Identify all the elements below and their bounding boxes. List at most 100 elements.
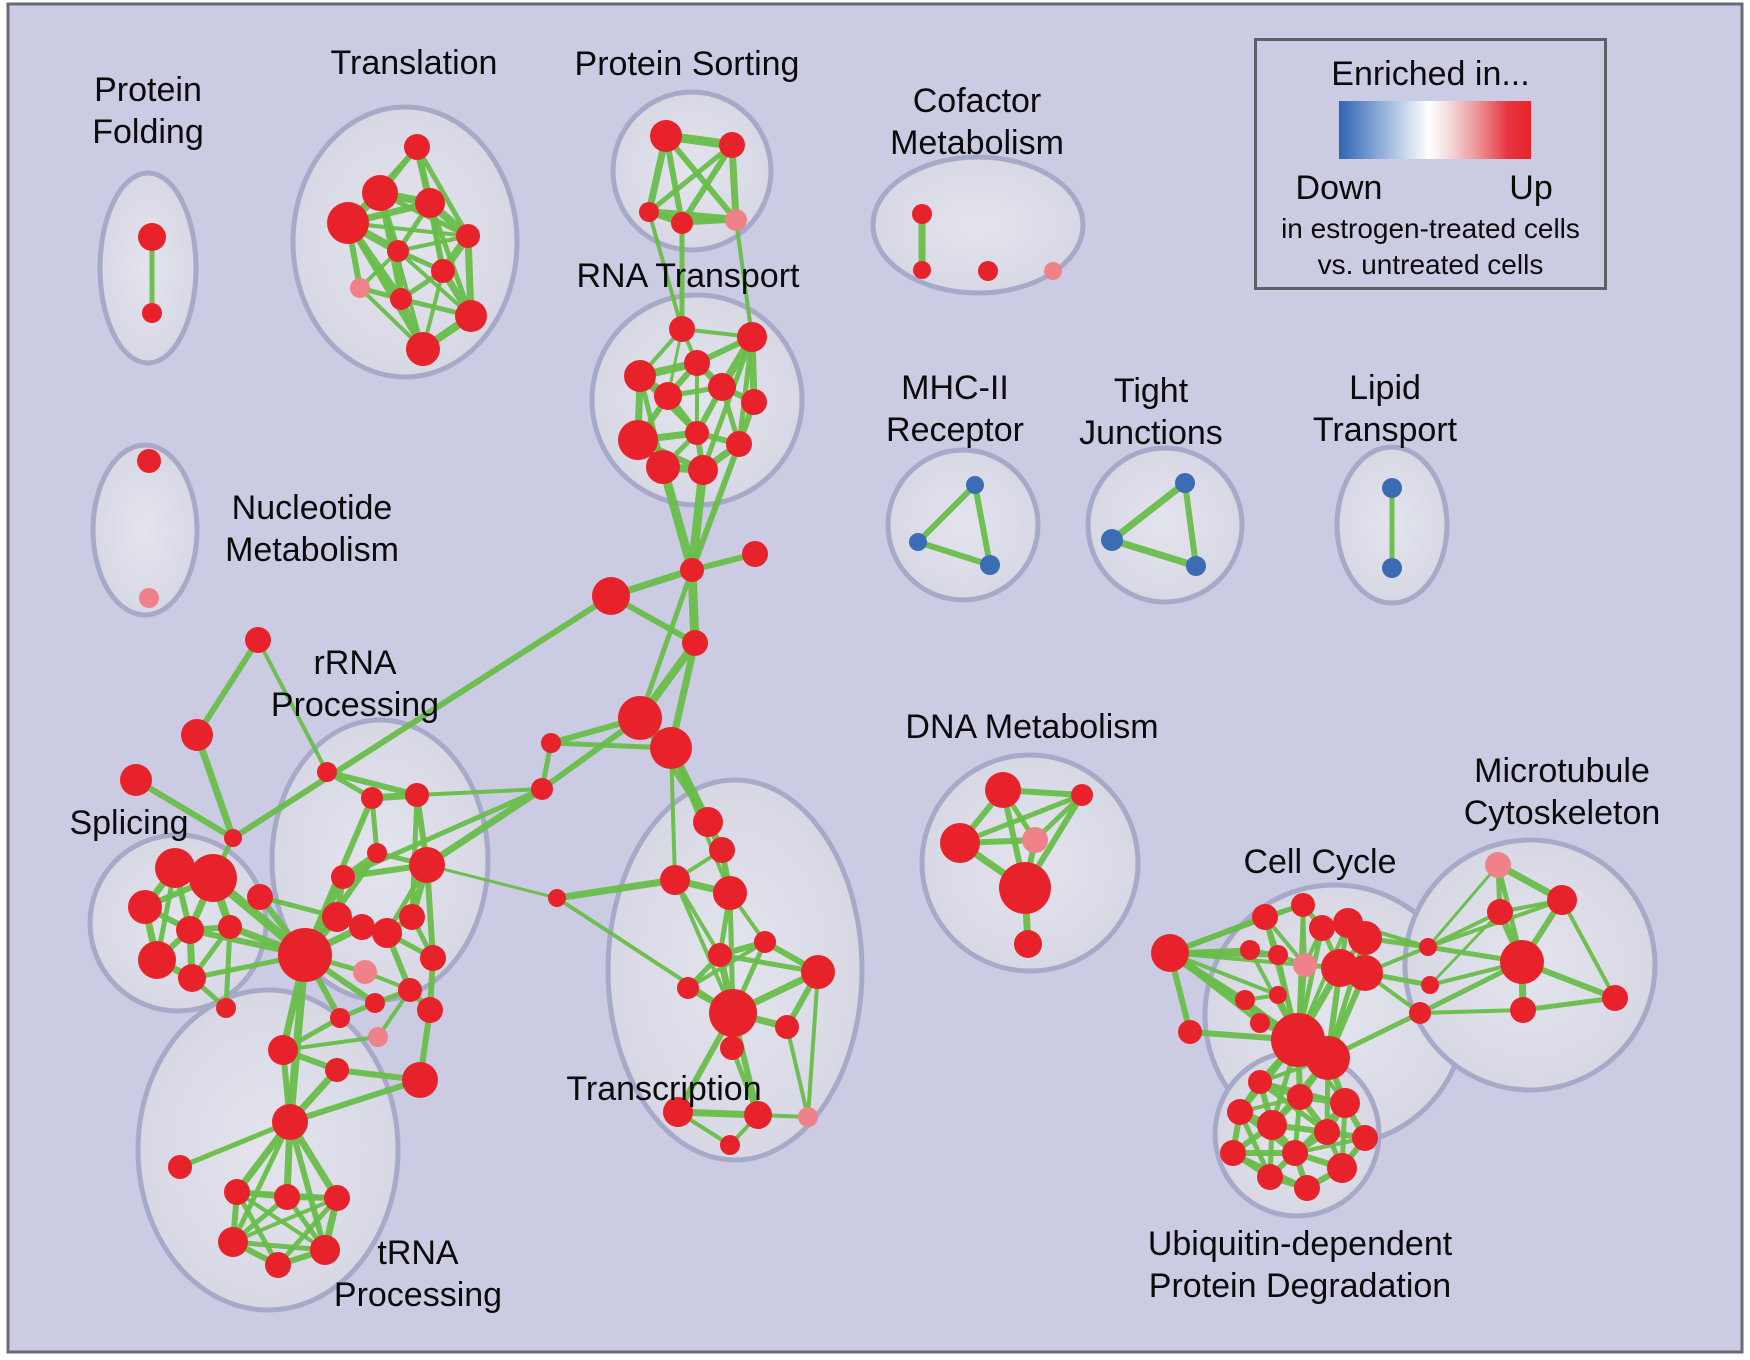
node-rt9 — [685, 421, 709, 445]
node-rr16 — [330, 1008, 350, 1028]
node-rr19 — [268, 1035, 298, 1065]
edge-mt2-mt5 — [1560, 898, 1617, 1000]
edge-mh1-mh2 — [915, 482, 978, 545]
legend-up-label: Up — [1509, 169, 1553, 207]
edge-mt5-mt6 — [1520, 995, 1618, 1013]
node-rr15 — [365, 993, 385, 1013]
node-tc8 — [677, 977, 699, 999]
node-rt11 — [646, 450, 680, 484]
cluster-label-nucleotide-metabolism: Nucleotide Metabolism — [225, 489, 399, 569]
edge-spx-spt1 — [194, 637, 261, 738]
node-sp1 — [155, 848, 195, 888]
node-sp3 — [128, 890, 162, 924]
node-cc7 — [1240, 940, 1260, 960]
node-rr7 — [247, 884, 273, 910]
node-tr6 — [387, 240, 409, 262]
edge-ct8-rr6 — [423, 785, 546, 869]
node-tn5 — [218, 1227, 248, 1257]
node-ct9 — [548, 889, 566, 907]
edge-mh1-mh3 — [972, 482, 993, 568]
cluster-label-splicing: Splicing — [69, 804, 188, 842]
node-ub4 — [1330, 1088, 1360, 1118]
node-cc11 — [1347, 955, 1383, 991]
node-ub6 — [1314, 1119, 1340, 1145]
legend-down-label: Down — [1295, 169, 1383, 207]
node-tc15 — [720, 1135, 740, 1155]
node-rr20 — [325, 1058, 349, 1082]
node-cc17 — [1306, 1036, 1350, 1080]
node-ub2 — [1287, 1084, 1313, 1110]
node-cc15 — [1178, 1020, 1202, 1044]
node-rt7 — [741, 389, 767, 415]
cluster-label-cofactor-metabolism: Cofactor Metabolism — [890, 82, 1064, 162]
edge-rt10-ct1 — [689, 441, 742, 573]
node-dm4 — [1022, 827, 1048, 853]
cluster-label-rrna-processing: rRNA Processing — [271, 644, 439, 724]
node-tc3 — [660, 865, 690, 895]
edge-tr6-tr10 — [396, 249, 473, 318]
node-tn3 — [274, 1184, 300, 1210]
cluster-label-translation: Translation — [331, 44, 498, 82]
cluster-label-cell-cycle: Cell Cycle — [1243, 843, 1396, 881]
edge-tc10-tc14 — [785, 1025, 810, 1119]
node-ct7 — [541, 733, 561, 753]
legend-box: Enriched in... Down Up in estrogen-treat… — [1254, 38, 1607, 290]
node-rt6 — [708, 373, 736, 401]
node-tc10 — [775, 1015, 799, 1039]
node-cc4 — [1309, 915, 1335, 941]
node-lt2 — [1382, 558, 1402, 578]
node-tr5 — [456, 224, 480, 248]
node-spt1 — [181, 719, 213, 751]
node-cc2 — [1252, 904, 1278, 930]
edge-ct9-rr6 — [425, 863, 559, 900]
edge-ct9-tc3 — [553, 876, 679, 902]
node-rr18 — [368, 1027, 388, 1047]
node-rr10 — [372, 918, 402, 948]
node-tr8 — [350, 278, 370, 298]
edge-rt12-ct1 — [687, 465, 708, 575]
node-ub7 — [1220, 1140, 1246, 1166]
node-sp7 — [178, 964, 206, 992]
node-nm2 — [139, 588, 159, 608]
edge-ct8-rr3 — [415, 787, 544, 797]
edge-sp5-sp8 — [223, 924, 233, 1011]
edge-ps5-rt2 — [734, 218, 754, 339]
edge-rrh-tnh — [286, 951, 309, 1126]
node-spt3 — [224, 829, 242, 847]
node-tr11 — [406, 332, 440, 366]
node-cf4 — [1044, 262, 1062, 280]
node-rt8 — [618, 420, 658, 460]
node-cc14 — [1250, 1013, 1270, 1033]
cluster-label-protein-sorting: Protein Sorting — [575, 45, 800, 83]
edge-cc19-mt3 — [1428, 910, 1502, 987]
node-mt6 — [1510, 997, 1536, 1023]
node-cc1 — [1151, 934, 1189, 972]
node-cc9 — [1293, 953, 1317, 977]
node-rr13 — [353, 960, 377, 984]
edge-tnh-tn5 — [230, 1119, 293, 1245]
node-ct6 — [650, 727, 692, 769]
node-ct1 — [680, 558, 704, 582]
node-dm3 — [940, 823, 980, 863]
edge-rt2-rt10 — [736, 334, 755, 447]
node-tr3 — [415, 188, 445, 218]
node-ct5 — [618, 696, 662, 740]
node-rr21 — [402, 1062, 438, 1098]
cluster-label-trna-processing: tRNA Processing — [334, 1234, 502, 1314]
node-dm6 — [1014, 930, 1042, 958]
edge-spt1-spt3 — [193, 731, 237, 842]
node-tc9 — [709, 989, 757, 1037]
node-mt5 — [1602, 985, 1628, 1011]
edge-tn2-tn7 — [234, 1189, 281, 1268]
node-cf1 — [912, 204, 932, 224]
cluster-label-ubiquitin-degradation: Ubiquitin-dependent Protein Degradation — [1148, 1225, 1453, 1305]
node-rrh — [278, 928, 332, 982]
node-tc13 — [744, 1101, 772, 1129]
node-sp4 — [176, 916, 204, 944]
node-tc1 — [693, 807, 723, 837]
node-tn7 — [265, 1252, 291, 1278]
edge-tc3-tc9 — [673, 878, 735, 1015]
node-ps2 — [719, 132, 745, 158]
legend-caption-line2: vs. untreated cells — [1317, 249, 1544, 280]
node-cc3 — [1291, 893, 1315, 917]
